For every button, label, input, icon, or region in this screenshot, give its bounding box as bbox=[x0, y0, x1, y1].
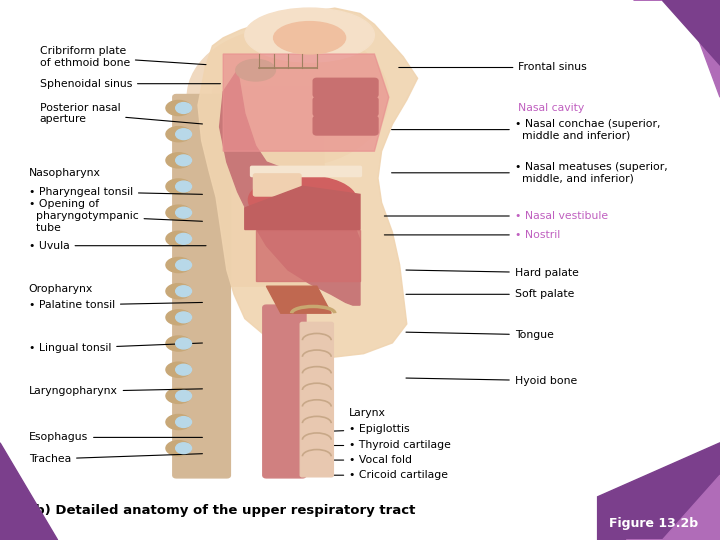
Ellipse shape bbox=[166, 415, 192, 430]
FancyBboxPatch shape bbox=[253, 174, 301, 196]
Text: Tongue: Tongue bbox=[406, 330, 554, 340]
Ellipse shape bbox=[274, 22, 346, 54]
Polygon shape bbox=[256, 230, 360, 281]
Ellipse shape bbox=[176, 390, 192, 401]
Text: • Nostril: • Nostril bbox=[384, 230, 560, 240]
Ellipse shape bbox=[187, 27, 389, 167]
Text: Cribriform plate
of ethmoid bone: Cribriform plate of ethmoid bone bbox=[40, 46, 206, 68]
Ellipse shape bbox=[166, 258, 192, 273]
Text: Sphenoidal sinus: Sphenoidal sinus bbox=[40, 79, 220, 89]
Ellipse shape bbox=[166, 362, 192, 377]
Text: Esophagus: Esophagus bbox=[29, 433, 202, 442]
Polygon shape bbox=[245, 186, 360, 230]
Polygon shape bbox=[662, 0, 720, 65]
Polygon shape bbox=[634, 0, 720, 97]
Ellipse shape bbox=[176, 233, 192, 244]
Text: • Nasal conchae (superior,
  middle and inferior): • Nasal conchae (superior, middle and in… bbox=[392, 119, 660, 140]
Ellipse shape bbox=[166, 388, 192, 403]
Text: Hard palate: Hard palate bbox=[406, 268, 579, 278]
Ellipse shape bbox=[176, 260, 192, 271]
Text: Nasopharynx: Nasopharynx bbox=[29, 168, 101, 178]
Ellipse shape bbox=[166, 310, 192, 325]
Ellipse shape bbox=[176, 155, 192, 166]
Text: • Palatine tonsil: • Palatine tonsil bbox=[29, 300, 202, 310]
Ellipse shape bbox=[176, 443, 192, 454]
FancyBboxPatch shape bbox=[313, 97, 378, 116]
Ellipse shape bbox=[245, 8, 374, 62]
FancyBboxPatch shape bbox=[300, 322, 333, 477]
Ellipse shape bbox=[166, 336, 192, 351]
Text: • Opening of
  pharyngotympanic
  tube: • Opening of pharyngotympanic tube bbox=[29, 199, 202, 233]
FancyBboxPatch shape bbox=[313, 116, 378, 135]
Text: • Lingual tonsil: • Lingual tonsil bbox=[29, 343, 202, 353]
Text: • Cricoid cartilage: • Cricoid cartilage bbox=[312, 470, 448, 480]
FancyBboxPatch shape bbox=[251, 166, 361, 177]
Ellipse shape bbox=[166, 153, 192, 168]
Ellipse shape bbox=[166, 100, 192, 116]
Polygon shape bbox=[198, 8, 418, 359]
Ellipse shape bbox=[176, 286, 192, 296]
Ellipse shape bbox=[176, 181, 192, 192]
Text: • Nasal meatuses (superior,
  middle, and inferior): • Nasal meatuses (superior, middle, and … bbox=[392, 162, 667, 184]
Ellipse shape bbox=[236, 59, 275, 81]
Text: Trachea: Trachea bbox=[29, 454, 202, 464]
Ellipse shape bbox=[166, 126, 192, 141]
Text: (b) Detailed anatomy of the upper respiratory tract: (b) Detailed anatomy of the upper respir… bbox=[29, 504, 415, 517]
Polygon shape bbox=[0, 443, 58, 540]
Ellipse shape bbox=[176, 364, 192, 375]
Text: • Pharyngeal tonsil: • Pharyngeal tonsil bbox=[29, 187, 202, 197]
Ellipse shape bbox=[176, 312, 192, 323]
Text: • Uvula: • Uvula bbox=[29, 241, 206, 251]
Ellipse shape bbox=[166, 231, 192, 246]
Polygon shape bbox=[598, 443, 720, 540]
Text: Frontal sinus: Frontal sinus bbox=[399, 63, 587, 72]
FancyBboxPatch shape bbox=[263, 305, 306, 478]
FancyBboxPatch shape bbox=[212, 86, 324, 286]
Text: Hyoid bone: Hyoid bone bbox=[406, 376, 577, 386]
Text: • Vocal fold: • Vocal fold bbox=[312, 455, 412, 465]
Ellipse shape bbox=[176, 207, 192, 218]
Polygon shape bbox=[266, 286, 331, 313]
Ellipse shape bbox=[166, 284, 192, 299]
FancyBboxPatch shape bbox=[173, 94, 230, 478]
Polygon shape bbox=[220, 70, 360, 305]
Ellipse shape bbox=[166, 179, 192, 194]
Text: Soft palate: Soft palate bbox=[406, 289, 574, 299]
Text: Oropharynx: Oropharynx bbox=[29, 284, 93, 294]
Text: Laryngopharynx: Laryngopharynx bbox=[29, 387, 202, 396]
Ellipse shape bbox=[166, 205, 192, 220]
Ellipse shape bbox=[166, 441, 192, 456]
Ellipse shape bbox=[248, 176, 356, 224]
Ellipse shape bbox=[176, 417, 192, 428]
Text: Posterior nasal
aperture: Posterior nasal aperture bbox=[40, 103, 202, 124]
Text: • Nasal vestibule: • Nasal vestibule bbox=[384, 211, 608, 221]
FancyBboxPatch shape bbox=[313, 78, 378, 97]
Ellipse shape bbox=[176, 338, 192, 349]
Text: • Epiglottis: • Epiglottis bbox=[312, 424, 410, 434]
Text: Nasal cavity: Nasal cavity bbox=[518, 103, 585, 113]
Polygon shape bbox=[626, 475, 720, 540]
Polygon shape bbox=[223, 54, 389, 151]
Text: Figure 13.2b: Figure 13.2b bbox=[609, 517, 698, 530]
Text: • Thyroid cartilage: • Thyroid cartilage bbox=[312, 441, 451, 450]
Ellipse shape bbox=[176, 129, 192, 139]
Text: Larynx: Larynx bbox=[349, 408, 386, 418]
Ellipse shape bbox=[176, 103, 192, 113]
